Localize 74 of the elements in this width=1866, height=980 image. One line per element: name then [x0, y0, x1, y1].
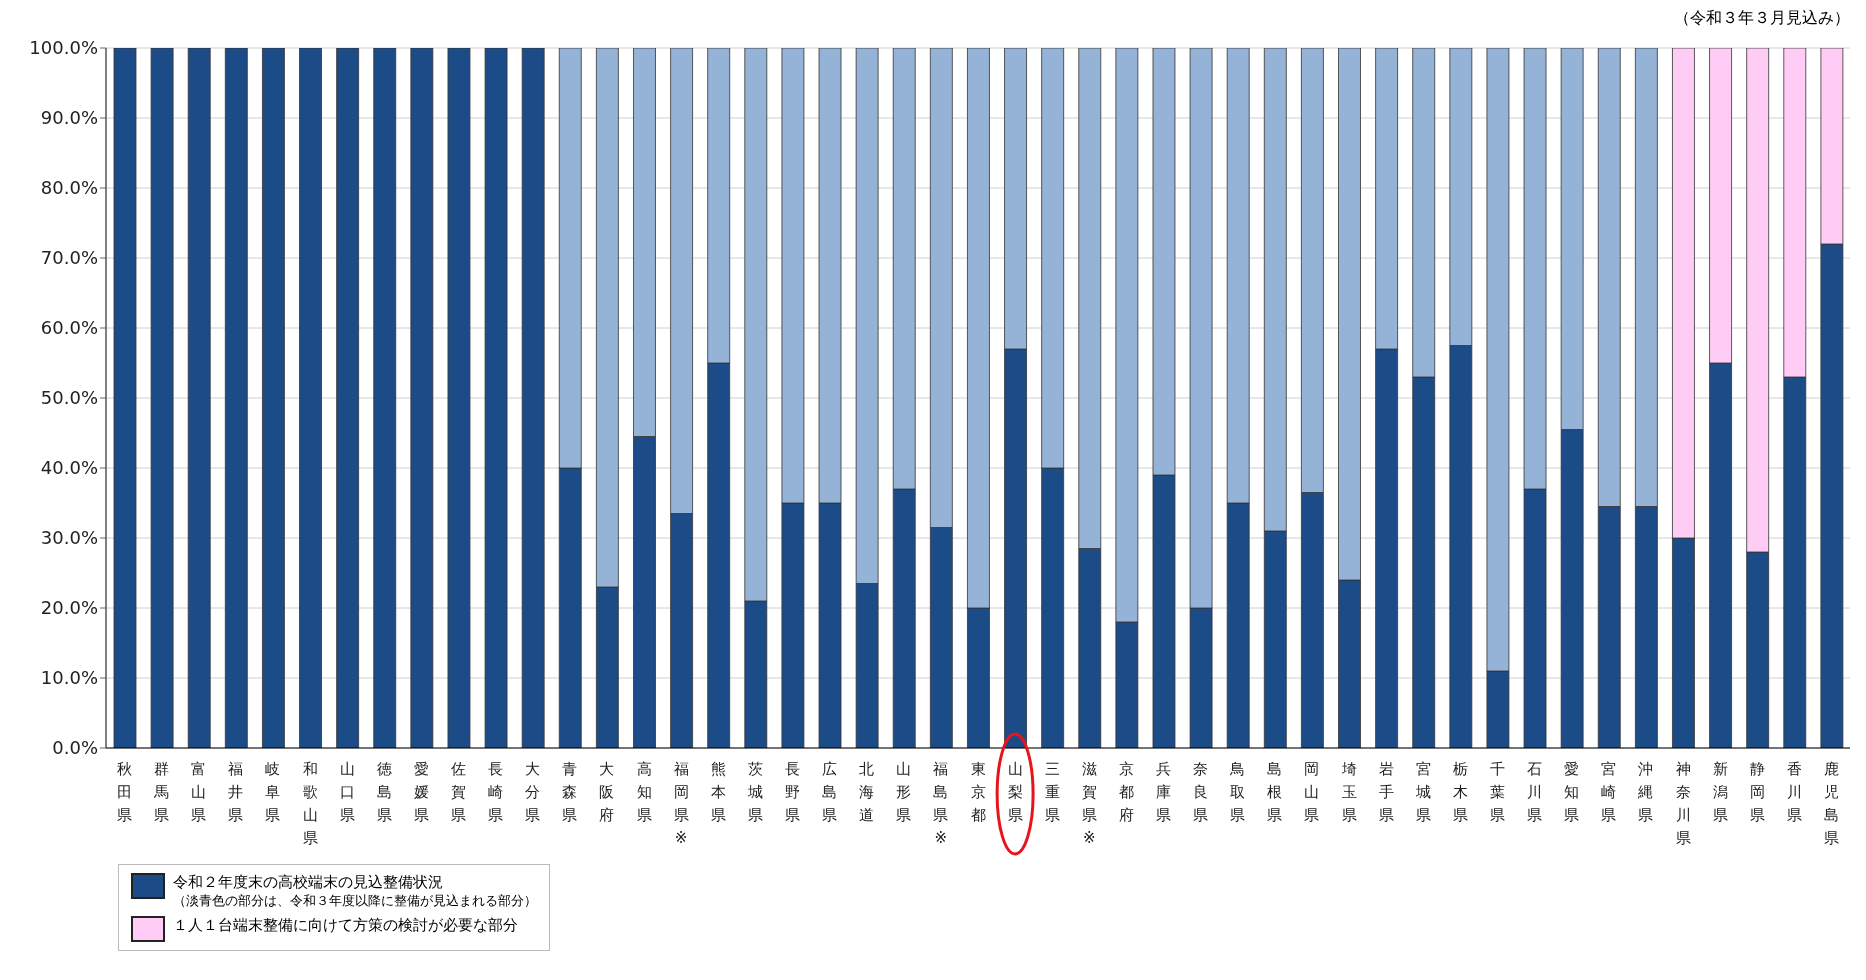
bar [447, 48, 471, 748]
x-tick-label: 山口県 [339, 760, 355, 824]
legend-label: １人１台端末整備に向けて方策の検討が必要な部分 [173, 916, 518, 935]
x-tick-label: 京都府 [1118, 760, 1134, 824]
x-tick-label: 茨城県 [746, 760, 763, 824]
y-tick-label: 50.0% [40, 387, 98, 409]
x-tick-label: 富山県 [191, 760, 207, 824]
x-tick-label: 静岡県 [1749, 760, 1765, 824]
x-tick-label: 岩手県 [1378, 760, 1394, 824]
x-tick-label: 大阪府 [599, 760, 615, 824]
x-tick-label: 三重県 [1044, 760, 1060, 824]
x-tick-label: 石川県 [1527, 760, 1543, 824]
bar [336, 48, 360, 748]
x-tick-label: 鹿児島県 [1823, 760, 1839, 847]
x-tick-label: 岐阜県 [265, 760, 281, 824]
x-tick-label: 岡山県 [1304, 760, 1320, 824]
y-tick-label: 20.0% [40, 597, 98, 619]
x-tick-label: 栃木県 [1452, 760, 1468, 824]
x-tick-label: 兵庫県 [1156, 760, 1172, 824]
x-tick-label: 山梨県 [1007, 760, 1023, 824]
x-tick-label: 新潟県 [1712, 760, 1728, 824]
x-tick-label: 宮城県 [1414, 760, 1431, 824]
legend-label: 令和２年度末の高校端末の見込整備状況 [173, 873, 444, 892]
x-tick-label: 群馬県 [153, 760, 170, 824]
x-tick-label: 島根県 [1267, 760, 1283, 824]
y-tick-label: 100.0% [29, 37, 98, 59]
y-tick-label: 90.0% [40, 107, 98, 129]
bar [113, 48, 137, 748]
text: （令和３年３月見込み） [1674, 8, 1850, 27]
bar [373, 48, 397, 748]
x-tick-label: 高知県 [636, 760, 652, 824]
bar [187, 48, 211, 748]
x-tick-label: 熊本県 [710, 760, 726, 824]
x-tick-label: 東京都 [970, 760, 986, 824]
x-tick-label: 福井県 [228, 760, 244, 824]
text: （淡青色の部分は、令和３年度以降に整備が見込まれる部分） [173, 892, 537, 910]
x-tick-label: 愛知県 [1564, 760, 1580, 824]
x-tick-label: 徳島県 [376, 760, 392, 824]
bar [521, 48, 545, 748]
x-tick-label: 愛媛県 [413, 760, 429, 824]
x-tick-label: 北海道 [859, 760, 875, 824]
y-tick-label: 70.0% [40, 247, 98, 269]
x-tick-label: 滋賀県※ [1081, 760, 1097, 847]
x-tick-label: 秋田県 [117, 760, 133, 824]
bar [150, 48, 174, 748]
y-tick-label: 80.0% [40, 177, 98, 199]
y-tick-label: 60.0% [40, 317, 98, 339]
bar [299, 48, 322, 748]
y-tick-label: 0.0% [52, 737, 98, 759]
x-tick-label: 青森県 [562, 760, 578, 824]
x-tick-label: 長野県 [784, 760, 800, 824]
y-tick-label: 10.0% [40, 667, 98, 689]
x-tick-label: 和歌山県 [302, 760, 318, 847]
x-tick-label: 鳥取県 [1229, 760, 1246, 824]
y-tick-label: 30.0% [40, 527, 98, 549]
bar [224, 48, 248, 748]
bar [262, 48, 285, 748]
x-tick-label: 香川県 [1786, 760, 1802, 824]
x-tick-label: 福岡県※ [673, 760, 689, 847]
x-tick-label: 大分県 [525, 760, 541, 824]
x-tick-label: 長崎県 [488, 760, 504, 824]
x-tick-label: 佐賀県 [451, 760, 467, 824]
x-tick-label: 埼玉県 [1340, 760, 1357, 824]
bar [484, 48, 508, 748]
y-tick-label: 40.0% [40, 457, 98, 479]
x-tick-label: 宮崎県 [1601, 760, 1617, 824]
x-tick-label: 神奈川県 [1675, 760, 1691, 847]
x-tick-label: 福島県※ [933, 760, 949, 847]
x-tick-label: 奈良県 [1193, 760, 1209, 824]
x-tick-label: 千葉県 [1489, 760, 1505, 824]
x-tick-label: 山形県 [896, 760, 912, 824]
x-tick-label: 広島県 [822, 760, 838, 824]
bar [410, 48, 434, 748]
x-tick-label: 沖縄県 [1637, 760, 1654, 824]
